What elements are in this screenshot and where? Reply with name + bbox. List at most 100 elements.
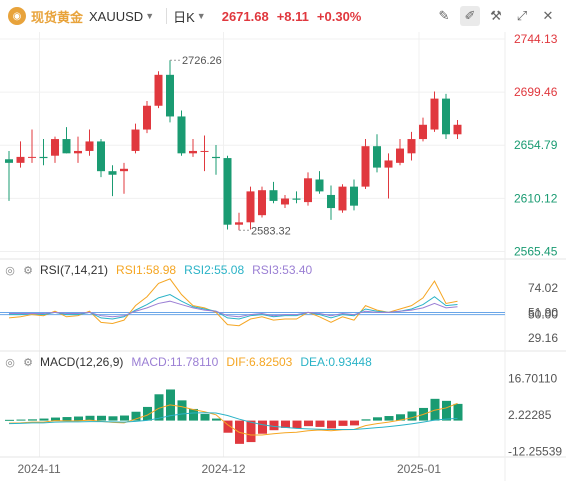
macd-bar — [327, 420, 336, 429]
macd-bar — [74, 416, 83, 421]
macd-bar — [223, 420, 233, 433]
candle-body — [384, 160, 393, 168]
macd-bar — [281, 420, 290, 428]
dif-line — [8, 402, 458, 436]
candle-body — [74, 150, 82, 154]
grid-lines — [0, 32, 566, 481]
candle-body — [327, 194, 335, 209]
macd-bar — [108, 416, 118, 421]
candle-body — [258, 190, 266, 216]
macd-bar — [177, 400, 187, 421]
price-change: +8.11 — [276, 8, 309, 24]
candle-body — [143, 105, 151, 130]
macd-bar — [258, 420, 267, 434]
macd-bar — [62, 417, 72, 421]
rsi-tick-label: 50.00 — [528, 308, 558, 322]
chart-area[interactable]: 2726.26 2583.32 2744.13 2699.46 2654.79 2610… — [0, 32, 566, 481]
close-icon[interactable]: ✕ — [542, 8, 554, 23]
eye-icon[interactable]: ◎ — [5, 264, 15, 277]
chevron-down-icon: ▼ — [196, 11, 206, 21]
candle-body — [200, 150, 209, 152]
time-tick-label: 2024-12 — [202, 462, 246, 476]
candle-body — [39, 156, 48, 159]
candle-body — [292, 198, 301, 200]
price-tick-label: 2565.45 — [514, 245, 558, 259]
candle-body — [246, 191, 255, 223]
macd-bar — [212, 418, 221, 421]
macd-bar — [407, 411, 417, 421]
macd-bar — [315, 420, 325, 427]
rsi-tick-label: 29.16 — [528, 331, 558, 345]
rsi1-value: RSI1:58.98 — [116, 263, 177, 277]
candle-body — [235, 222, 243, 225]
symbol-name: 现货黄金 — [31, 9, 84, 25]
candle-body — [97, 141, 105, 172]
macd-bar — [143, 406, 152, 421]
macd-panel: 16.70110 2.22285 -12.25539 — [5, 371, 562, 459]
macd-bar — [361, 419, 371, 421]
macd-bar — [189, 408, 198, 421]
macd-title: MACD(12,26,9) — [40, 355, 124, 369]
candle-body — [154, 74, 163, 106]
chevron-down-icon: ▼ — [145, 11, 155, 21]
dif-value: DIF:6.82503 — [226, 355, 293, 369]
macd-bar — [292, 420, 302, 429]
macd-bar — [97, 415, 106, 421]
macd-bar — [304, 420, 313, 427]
top-toolbar: ◉ 现货黄金 XAUUSD ▼ 日K ▼ 2671.68 +8.11 +0.30… — [0, 0, 566, 32]
candle-body — [269, 190, 278, 201]
candle-body — [212, 156, 220, 159]
indicators-icon[interactable]: ⚒ — [490, 8, 502, 23]
divider — [166, 8, 168, 24]
timeframe-selector[interactable]: 日K ▼ — [173, 7, 214, 26]
macd-bar — [269, 420, 279, 431]
rsi-line-3 — [9, 300, 458, 318]
macd-bar — [442, 400, 451, 421]
macd-bar — [131, 411, 141, 421]
macd-bar — [200, 414, 210, 421]
expand-icon[interactable]: ⤢ — [516, 8, 528, 23]
candle-body — [108, 171, 117, 175]
macd-tick-label: 2.22285 — [508, 408, 552, 422]
timeframe-label: 日K — [173, 9, 195, 25]
macd-bar — [384, 416, 394, 421]
rsi-title: RSI(7,14,21) — [40, 263, 109, 277]
macd-bar — [453, 403, 463, 421]
price-tick-label: 2610.12 — [514, 191, 558, 205]
macd-tick-label: -12.25539 — [508, 445, 562, 459]
macd-bar — [350, 420, 359, 426]
candle-body — [85, 141, 94, 151]
candlestick-series: 2726.26 2583.32 — [5, 55, 462, 237]
candle-body — [315, 179, 324, 192]
macd-bar — [338, 420, 348, 426]
settings-icon[interactable]: ⚙ — [23, 264, 33, 277]
candle-body — [177, 116, 186, 154]
symbol-selector[interactable]: ◉ 现货黄金 XAUUSD ▼ — [0, 7, 162, 26]
candle-body — [361, 146, 370, 187]
draw-tools-icon[interactable]: ✐ — [460, 6, 480, 26]
macd-bar — [396, 414, 405, 421]
macd-bar — [39, 418, 49, 421]
symbol-code: XAUUSD — [89, 8, 144, 24]
eye-icon[interactable]: ◎ — [5, 356, 15, 369]
candle-body — [407, 139, 416, 154]
candle-body — [373, 146, 381, 168]
settings-icon[interactable]: ⚙ — [23, 356, 33, 369]
candle-body — [16, 156, 25, 163]
macd-bar — [154, 394, 164, 421]
candle-body — [281, 198, 289, 205]
drawing-icon[interactable]: ✎ — [438, 8, 450, 23]
rsi-line-2 — [9, 293, 458, 320]
gold-coin-icon: ◉ — [8, 7, 26, 25]
price-tick-label: 2654.79 — [514, 138, 558, 152]
candle-body — [120, 168, 128, 172]
macd-bar — [120, 415, 129, 421]
rsi3-value: RSI3:53.40 — [252, 263, 313, 277]
time-tick-label: 2025-01 — [397, 462, 441, 476]
dea-value: DEA:0.93448 — [300, 355, 372, 369]
candle-body — [62, 139, 71, 154]
candle-body — [430, 98, 439, 130]
rsi-tick-label: 74.02 — [528, 281, 558, 295]
macd-bar — [373, 417, 382, 421]
